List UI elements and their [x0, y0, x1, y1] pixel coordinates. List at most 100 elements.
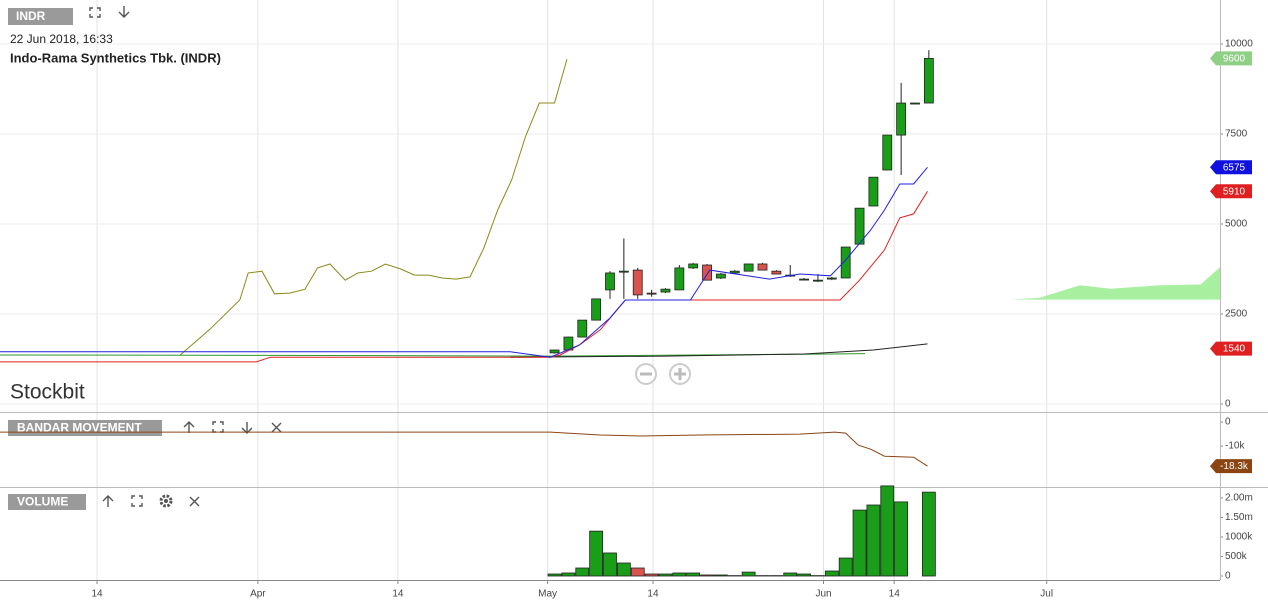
zoom-in[interactable] — [669, 363, 691, 385]
down-icon[interactable] — [118, 6, 130, 18]
volume-bar — [575, 567, 590, 577]
candle-body — [632, 269, 643, 296]
candle-body — [660, 288, 671, 293]
x-tick-label: 14 — [392, 589, 404, 600]
volume-bar — [616, 562, 631, 577]
candle-body — [923, 57, 934, 104]
candle-body — [813, 279, 823, 282]
x-tick-label: 14 — [889, 589, 901, 600]
volume-bar — [894, 501, 909, 577]
candle-body — [618, 270, 629, 273]
line — [0, 431, 928, 467]
candle-body — [882, 134, 893, 171]
y-tick-label: 7500 — [1225, 129, 1248, 140]
volume-bar — [644, 573, 659, 577]
candle-body — [743, 263, 754, 272]
brand-logo: Stockbit — [10, 381, 85, 404]
volume-bar — [880, 485, 895, 577]
fullscreen-icon[interactable] — [212, 421, 224, 433]
candle-body — [729, 270, 740, 274]
value-tag — [1210, 160, 1252, 175]
volume-bar — [589, 530, 604, 577]
value-tag-label: 9600 — [1223, 54, 1246, 65]
candle-body — [868, 176, 879, 207]
volume-bar — [921, 491, 936, 577]
indicator-line — [0, 190, 928, 363]
close-icon[interactable] — [271, 422, 282, 433]
volume-bar — [561, 572, 576, 577]
chart-title: Indo-Rama Synthetics Tbk. (INDR) — [10, 50, 221, 65]
y-tick-label: 0 — [1225, 417, 1231, 428]
indicator-line — [510, 343, 928, 358]
panel-title-box[interactable] — [8, 494, 86, 510]
candle-body — [854, 207, 865, 245]
candle-body — [910, 102, 920, 105]
candle-body — [646, 292, 657, 295]
fullscreen-icon[interactable] — [131, 495, 143, 507]
value-tag-label: 1540 — [1223, 344, 1246, 355]
candle-body — [757, 263, 768, 271]
up-icon[interactable] — [102, 495, 114, 507]
volume-bar — [672, 572, 687, 577]
y-tick-label: 0 — [1225, 571, 1231, 582]
down-icon[interactable] — [241, 422, 253, 434]
x-tick-label: Jun — [815, 589, 831, 600]
value-tag-label: 6575 — [1223, 162, 1246, 173]
grid — [0, 0, 1223, 584]
volume-bar — [547, 573, 562, 577]
candle-body — [771, 270, 782, 275]
candle-body — [896, 102, 907, 136]
value-tag-label: 5910 — [1223, 186, 1246, 197]
y-tick-label: 2.00m — [1225, 493, 1253, 504]
volume-bar — [783, 572, 798, 577]
candle-body — [826, 277, 837, 280]
volume-bar — [658, 573, 673, 577]
candle-body — [674, 267, 685, 291]
zoom-out[interactable] — [635, 363, 657, 385]
candle-body — [591, 298, 602, 321]
volume-bar — [741, 571, 756, 577]
value-tag — [1210, 184, 1252, 199]
x-tick-label: Apr — [250, 589, 266, 600]
panel-title[interactable]: BANDAR MOVEMENT — [17, 421, 142, 435]
candle-body — [702, 264, 712, 281]
symbol[interactable]: INDR — [16, 9, 46, 23]
y-tick-label: 1000k — [1225, 532, 1253, 543]
marks: 14 Apr 14 May 14 Jun 14 Jul 0 2500 5000 7500 10000 0 -… — [0, 39, 1253, 600]
volume-bar — [797, 573, 811, 577]
fullscreen-icon[interactable] — [89, 7, 101, 18]
y-tick-label: -10k — [1225, 441, 1245, 452]
indicator-line — [179, 58, 568, 356]
y-tick-label: 5000 — [1225, 219, 1248, 230]
value-tag — [1210, 341, 1252, 356]
x-tick-label: Jul — [1040, 589, 1053, 600]
close-icon[interactable] — [189, 496, 200, 507]
y-tick-label: 10000 — [1225, 39, 1253, 50]
volume-bar — [630, 567, 645, 577]
value-tag — [1210, 459, 1252, 474]
cloud — [1010, 267, 1220, 300]
candle-body — [577, 319, 588, 338]
panel-title[interactable]: VOLUME — [17, 495, 68, 509]
indicator-line — [0, 166, 928, 358]
x-tick-label: 14 — [91, 589, 103, 600]
symbol-box[interactable] — [8, 8, 73, 25]
volume-bar — [852, 509, 867, 577]
volume-bar — [603, 552, 617, 577]
volume-bar — [838, 557, 853, 577]
settings-icon[interactable] — [159, 494, 173, 508]
volume-bar — [700, 574, 714, 577]
volume-bar — [714, 574, 728, 577]
candle-body — [799, 278, 809, 281]
x-tick-label: May — [538, 589, 557, 600]
candle-body — [605, 272, 615, 291]
indicator-line — [0, 353, 866, 357]
volume-bar — [824, 570, 839, 577]
volume-bar — [686, 572, 701, 577]
up-icon[interactable] — [183, 421, 195, 433]
x-tick-label: 14 — [647, 589, 659, 600]
volume-bar — [866, 504, 881, 577]
y-tick-label: 0 — [1225, 399, 1231, 410]
candle-body — [716, 273, 726, 279]
